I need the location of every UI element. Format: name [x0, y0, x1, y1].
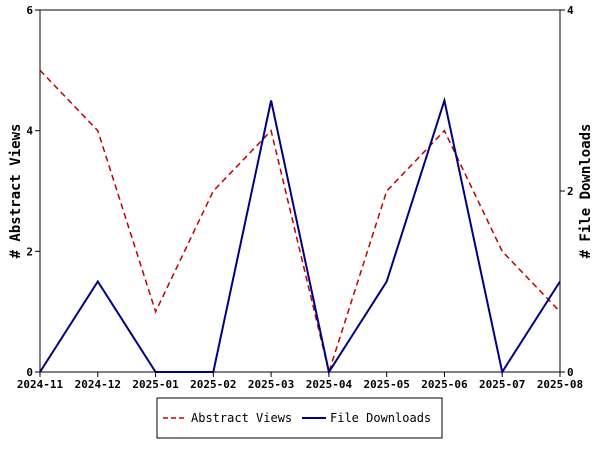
x-tick-label: 2025-07: [479, 378, 525, 391]
x-tick-label: 2024-12: [75, 378, 121, 391]
left-tick-label: 2: [26, 245, 33, 258]
x-tick-label: 2025-01: [132, 378, 179, 391]
right-tick-label: 4: [567, 4, 574, 17]
x-tick-label: 2025-05: [363, 378, 409, 391]
series-line-0: [39, 69, 561, 375]
right-tick-label: 0: [567, 366, 574, 379]
right-axis-title: # File Downloads: [578, 124, 594, 259]
x-tick-label: 2025-02: [190, 378, 236, 391]
legend-box: [156, 397, 443, 439]
x-tick-label: 2025-06: [421, 378, 468, 391]
x-tick-label: 2025-08: [537, 378, 583, 391]
x-tick-label: 2024-11: [17, 378, 64, 391]
left-tick-label: 6: [26, 4, 33, 17]
left-axis-title: # Abstract Views: [8, 124, 24, 259]
legend-label: Abstract Views: [191, 411, 292, 425]
x-tick-label: 2025-04: [306, 378, 353, 391]
right-tick-label: 2: [567, 185, 574, 198]
legend-label: File Downloads: [330, 411, 431, 425]
legend: Abstract Views File Downloads: [156, 397, 443, 439]
left-tick-label: 0: [26, 366, 33, 379]
left-tick-label: 4: [26, 125, 33, 138]
x-tick-label: 2025-03: [248, 378, 294, 391]
series-line-1: [39, 96, 561, 375]
